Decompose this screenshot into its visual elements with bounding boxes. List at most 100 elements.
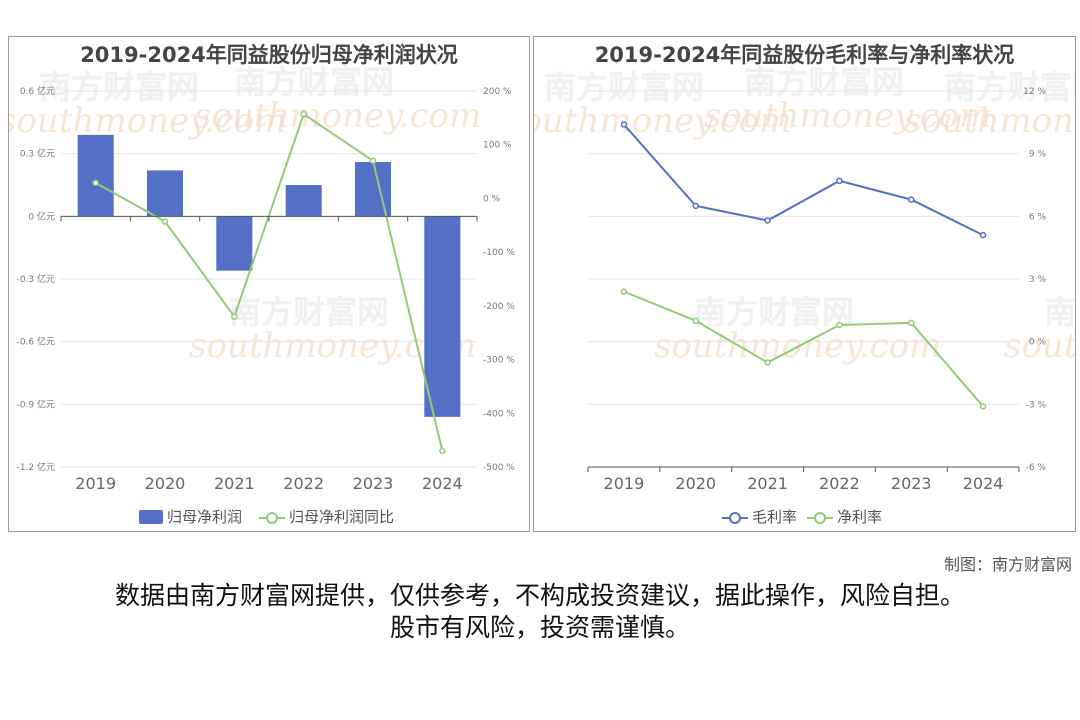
chart-axes: 0.6 亿元 0.3 亿元 0 亿元 -0.3 亿元 -0.6 亿元 -0.9 亿元 -1.… [17, 85, 516, 493]
y-tick-label: 3 % [1029, 275, 1047, 285]
watermark-text: 南方财富网 [39, 68, 199, 106]
x-tick-label: 2021 [214, 474, 255, 493]
margin-chart-panel: southmoney.com南方财富网southmoney.com南方财富网so… [533, 36, 1076, 532]
y2-tick-label: -400 % [483, 409, 515, 419]
watermark-layer: southmoney.com南方财富网southmoney.com南方财富网so… [534, 63, 1075, 366]
y-tick-label: -0.6 亿元 [17, 336, 55, 348]
watermark-text: 南方财富网 [744, 63, 904, 101]
line-point [161, 218, 169, 225]
chart-legend[interactable]: 毛利率 净利率 [722, 508, 882, 526]
line-series [92, 110, 446, 455]
y2-tick-label: 0 % [483, 194, 501, 204]
watermark-text: southmoney.com [194, 96, 481, 136]
x-tick-label: 2023 [353, 474, 394, 493]
watermark-text: southmoney.com [1004, 326, 1075, 366]
chart-axes: 12 % 9 % 6 % 3 % 0 % -3 % -6 % 2019 2020 2021 2022… [587, 87, 1047, 493]
x-tick-label: 2024 [963, 474, 1004, 493]
line-point [300, 110, 307, 118]
bar [424, 216, 461, 417]
watermark-text: 南方财富网 [234, 63, 394, 101]
line-point [908, 319, 915, 327]
bar [216, 216, 253, 271]
series-line [623, 123, 984, 237]
y2-tick-label: 100 % [483, 141, 512, 151]
line-point [692, 202, 699, 210]
legend-label: 毛利率 [752, 508, 797, 526]
net-profit-chart: southmoney.com南方财富网southmoney.com南方财富网so… [9, 63, 516, 526]
watermark-layer: southmoney.com南方财富网southmoney.com南方财富网so… [9, 63, 481, 366]
y2-tick-label: -200 % [483, 302, 515, 312]
x-tick-label: 2022 [283, 474, 324, 493]
y-tick-label: 0 亿元 [28, 210, 55, 222]
chart-title: 2019-2024年同益股份归母净利润状况 [80, 43, 458, 67]
y2-tick-label: -300 % [483, 356, 515, 366]
legend-label: 净利率 [837, 508, 882, 526]
watermark-text: 南方财富网 [544, 68, 704, 106]
line-point [764, 359, 771, 366]
bar-series [77, 134, 461, 417]
watermark-text: southmoney.com [904, 101, 1075, 141]
bar [354, 162, 392, 217]
line-point [92, 179, 99, 187]
chart-grid [61, 90, 477, 468]
legend-swatch-point [729, 512, 741, 524]
x-tick-label: 2020 [145, 474, 186, 493]
line-point [764, 217, 771, 224]
x-tick-label: 2023 [891, 474, 932, 493]
x-tick-label: 2024 [422, 474, 463, 493]
chart-grid [588, 90, 1019, 468]
watermark-text: 南方财富网 [1044, 293, 1075, 331]
disclaimer-line-2: 股市有风险，投资需谨慎。 [389, 613, 690, 642]
line-point [979, 231, 987, 239]
legend-swatch-bar [139, 510, 163, 524]
y2-tick-label: -500 % [483, 463, 515, 473]
line-point [231, 313, 238, 320]
line-series [620, 121, 987, 410]
chart-legend[interactable]: 归母净利润 归母净利润同比 [139, 508, 394, 526]
y-tick-label: 0.6 亿元 [20, 85, 55, 97]
series-line [95, 112, 444, 452]
x-tick-label: 2019 [604, 474, 645, 493]
disclaimer: 数据由南方财富网提供，仅供参考，不构成投资建议，据此操作，风险自担。 股市有风险… [0, 580, 1080, 644]
watermark-text: 南方财富网 [694, 293, 854, 331]
y-tick-label: 0.3 亿元 [20, 148, 55, 160]
legend-swatch-point [814, 512, 826, 524]
line-point [836, 321, 843, 329]
line-point [620, 121, 628, 128]
bar [77, 134, 114, 217]
chart-credit: 制图：南方财富网 [943, 555, 1072, 574]
chart-title: 2019-2024年同益股份毛利率与净利率状况 [594, 43, 1015, 67]
y2-tick-label: 200 % [483, 87, 512, 97]
line-point [836, 177, 843, 185]
net-profit-chart-panel: southmoney.com 南方财富网 southmoney.com 南方财富网 so… [8, 36, 530, 532]
legend-label: 归母净利润同比 [289, 508, 394, 526]
bar [146, 170, 184, 217]
y-tick-label: 0 % [1029, 338, 1047, 348]
y-tick-label: 9 % [1029, 150, 1047, 160]
x-tick-label: 2019 [75, 474, 116, 493]
margin-chart: southmoney.com南方财富网southmoney.com南方财富网so… [534, 63, 1075, 526]
line-point [369, 157, 377, 165]
y-tick-label: -3 % [1026, 400, 1047, 410]
watermark-text: southmoney.com [704, 96, 991, 136]
disclaimer-line-1: 数据由南方财富网提供，仅供参考，不构成投资建议，据此操作，风险自担。 [114, 581, 965, 610]
x-tick-label: 2022 [819, 474, 860, 493]
line-point [620, 288, 628, 295]
series-line [623, 290, 984, 408]
legend-swatch-point [266, 512, 278, 524]
line-point [439, 447, 446, 455]
y2-tick-label: -100 % [483, 248, 515, 258]
watermark-text: 南方财富网 [944, 68, 1075, 106]
line-point [908, 196, 915, 203]
y-tick-label: -0.3 亿元 [17, 273, 55, 285]
watermark-text: southmoney.com [534, 101, 791, 141]
y-tick-label: -0.9 亿元 [17, 398, 55, 410]
bar [285, 185, 322, 217]
watermark-text: southmoney.com [9, 101, 286, 141]
line-point [979, 403, 987, 410]
line-point [692, 317, 699, 325]
y-tick-label: 12 % [1023, 87, 1046, 97]
x-tick-label: 2020 [675, 474, 716, 493]
y-tick-label: -1.2 亿元 [17, 461, 55, 473]
legend-label: 归母净利润 [167, 508, 242, 526]
